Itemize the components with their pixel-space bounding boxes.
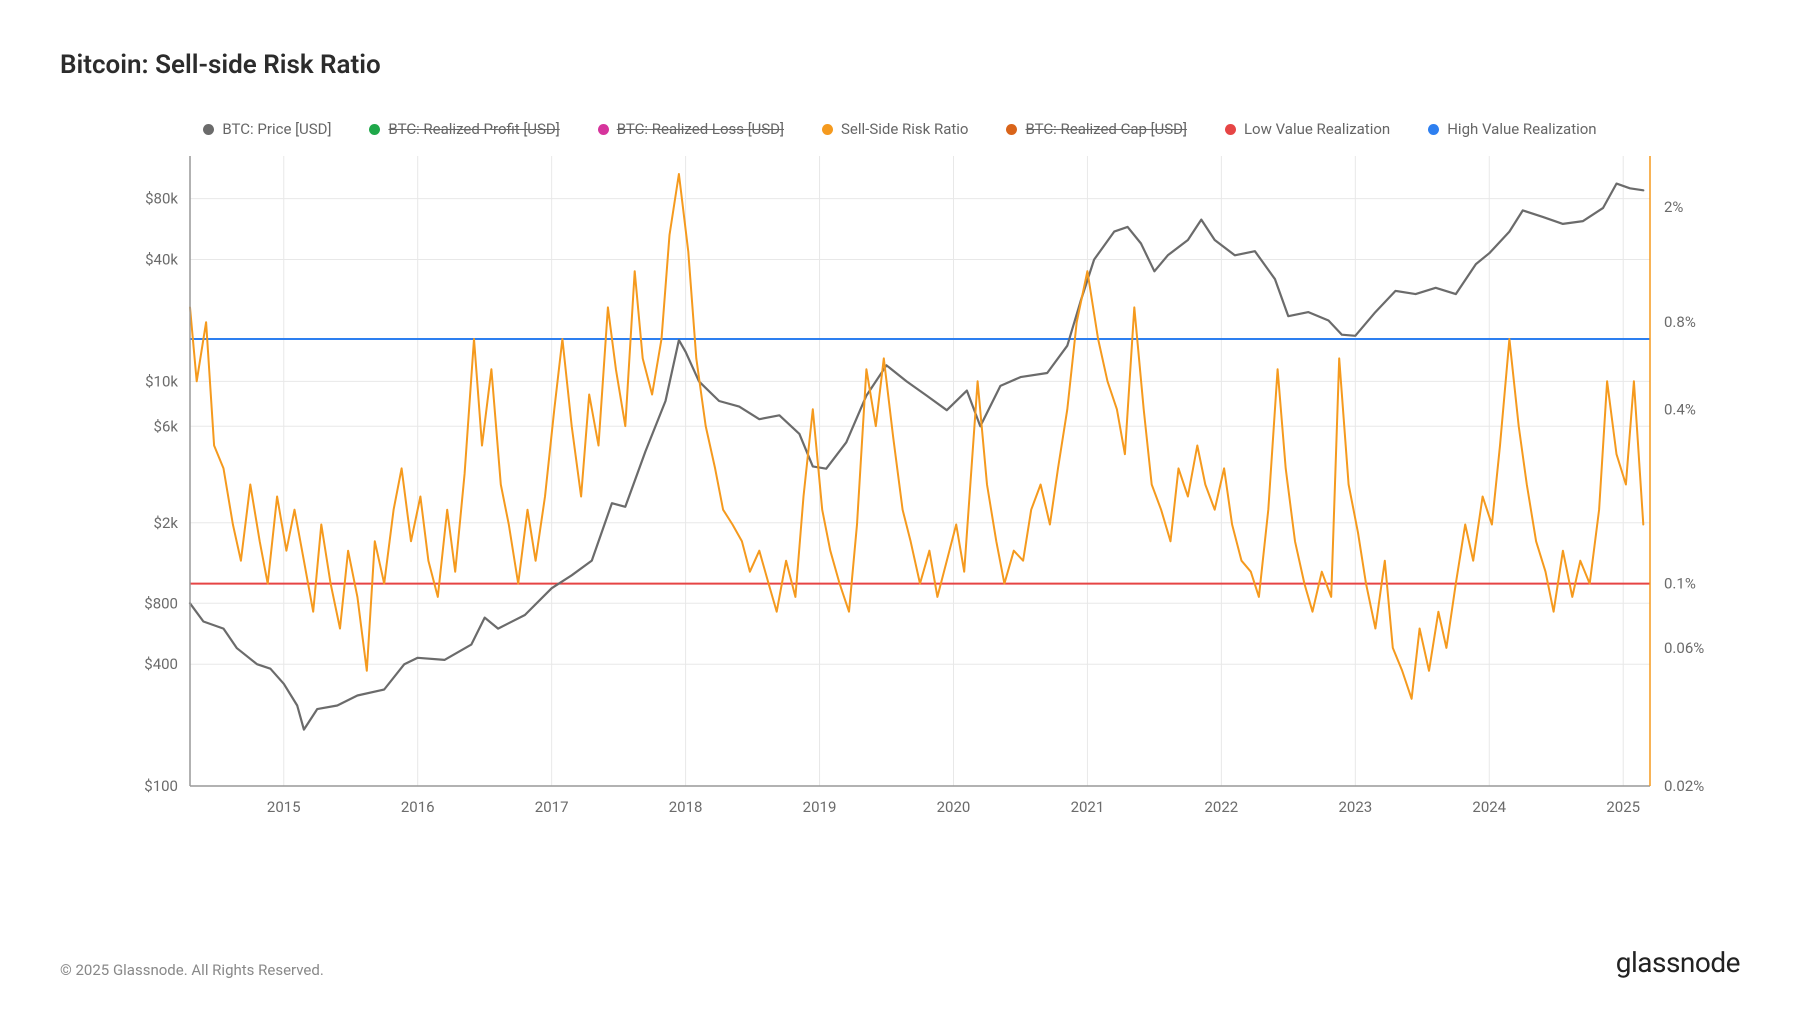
legend-item[interactable]: Low Value Realization xyxy=(1225,120,1390,138)
svg-text:$100: $100 xyxy=(144,777,178,795)
svg-text:2022: 2022 xyxy=(1205,798,1239,816)
chart-title: Bitcoin: Sell-side Risk Ratio xyxy=(60,50,1740,80)
svg-text:$10k: $10k xyxy=(145,372,178,390)
svg-text:2024: 2024 xyxy=(1472,798,1506,816)
svg-text:$2k: $2k xyxy=(154,514,179,532)
svg-text:0.02%: 0.02% xyxy=(1664,777,1704,795)
legend-dot xyxy=(203,124,214,135)
legend-dot xyxy=(1428,124,1439,135)
legend-dot xyxy=(1225,124,1236,135)
svg-text:$6k: $6k xyxy=(154,417,179,435)
svg-text:0.8%: 0.8% xyxy=(1664,313,1696,331)
svg-text:2018: 2018 xyxy=(669,798,703,816)
svg-text:0.4%: 0.4% xyxy=(1664,400,1696,418)
legend-dot xyxy=(598,124,609,135)
svg-text:2021: 2021 xyxy=(1071,798,1105,816)
brand-logo: glassnode xyxy=(1616,946,1740,979)
svg-text:$80k: $80k xyxy=(145,190,178,208)
svg-text:2019: 2019 xyxy=(803,798,837,816)
legend-item[interactable]: BTC: Price [USD] xyxy=(203,120,331,138)
legend-item[interactable]: BTC: Realized Profit [USD] xyxy=(369,120,559,138)
legend-dot xyxy=(369,124,380,135)
legend-label: BTC: Realized Loss [USD] xyxy=(617,120,784,138)
svg-text:2015: 2015 xyxy=(267,798,301,816)
copyright-text: © 2025 Glassnode. All Rights Reserved. xyxy=(60,961,324,979)
legend-label: High Value Realization xyxy=(1447,120,1596,138)
svg-text:$800: $800 xyxy=(144,594,178,612)
legend-item[interactable]: BTC: Realized Cap [USD] xyxy=(1006,120,1186,138)
legend-label: BTC: Realized Profit [USD] xyxy=(388,120,559,138)
chart-legend: BTC: Price [USD] BTC: Realized Profit [US… xyxy=(60,120,1740,138)
legend-label: BTC: Price [USD] xyxy=(222,120,331,138)
svg-text:0.06%: 0.06% xyxy=(1664,639,1704,657)
svg-text:2023: 2023 xyxy=(1338,798,1372,816)
chart-svg: $100 $400 $800 $2k $6k $10k $40k $80k 0.02% 0.06%… xyxy=(60,146,1740,866)
svg-text:2020: 2020 xyxy=(937,798,971,816)
svg-text:$400: $400 xyxy=(144,655,178,673)
legend-item[interactable]: BTC: Realized Loss [USD] xyxy=(598,120,784,138)
svg-text:2016: 2016 xyxy=(401,798,435,816)
svg-text:2%: 2% xyxy=(1664,198,1683,216)
legend-label: Sell-Side Risk Ratio xyxy=(841,120,968,138)
legend-item[interactable]: Sell-Side Risk Ratio xyxy=(822,120,968,138)
chart-area: $100 $400 $800 $2k $6k $10k $40k $80k 0.02% 0.06%… xyxy=(60,146,1740,866)
svg-text:2025: 2025 xyxy=(1606,798,1640,816)
legend-label: Low Value Realization xyxy=(1244,120,1390,138)
legend-label: BTC: Realized Cap [USD] xyxy=(1025,120,1186,138)
legend-dot xyxy=(822,124,833,135)
svg-text:2017: 2017 xyxy=(535,798,569,816)
svg-text:$40k: $40k xyxy=(145,251,178,269)
svg-text:0.1%: 0.1% xyxy=(1664,575,1696,593)
legend-dot xyxy=(1006,124,1017,135)
legend-item[interactable]: High Value Realization xyxy=(1428,120,1596,138)
